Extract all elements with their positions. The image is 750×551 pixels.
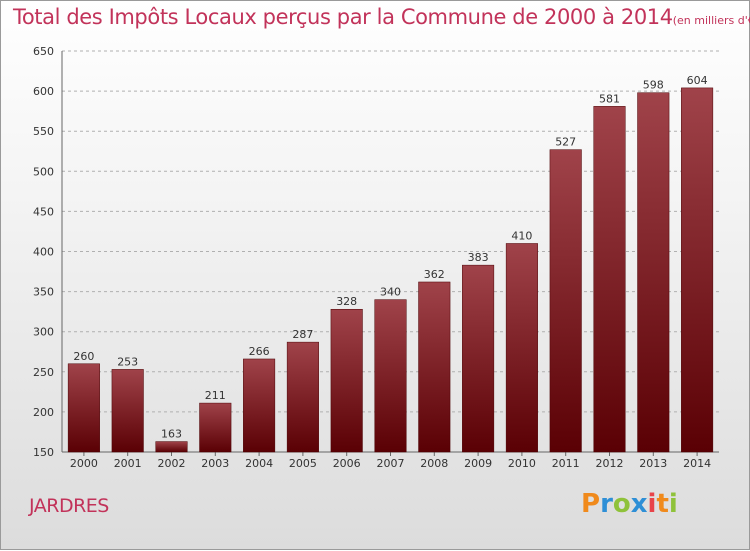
bar	[505, 243, 538, 453]
bar	[549, 149, 582, 453]
y-tick-label: 250	[33, 366, 54, 379]
x-tick-label: 2004	[245, 457, 273, 470]
bar-value-label: 604	[687, 74, 708, 87]
x-tick-label: 2000	[70, 457, 98, 470]
bar-value-label: 340	[380, 286, 401, 299]
bar	[462, 264, 495, 453]
x-tick-label: 2007	[377, 457, 405, 470]
x-tick-label: 2002	[158, 457, 186, 470]
bar-value-label: 260	[73, 350, 94, 363]
y-tick-label: 350	[33, 286, 54, 299]
x-tick-label: 2009	[464, 457, 492, 470]
bar	[243, 358, 276, 453]
bar	[67, 363, 100, 453]
y-tick-label: 650	[33, 45, 54, 58]
bar-value-label: 328	[336, 295, 357, 308]
y-tick-label: 300	[33, 326, 54, 339]
x-tick-label: 2001	[114, 457, 142, 470]
y-tick-label: 450	[33, 205, 54, 218]
chart-title-text: Total des Impôts Locaux perçus par la Co…	[13, 5, 673, 29]
bar	[374, 299, 407, 453]
x-tick-label: 2006	[333, 457, 361, 470]
x-tick-label: 2013	[639, 457, 667, 470]
y-tick-label: 150	[33, 446, 54, 459]
x-tick-label: 2003	[201, 457, 229, 470]
label-layer: 260 253 163 211 266 287 328 340 362 383 410 527 581 5…	[73, 74, 707, 441]
proxiti-logo: Proxiti	[581, 489, 678, 519]
bar-value-label: 527	[555, 136, 576, 149]
bar	[637, 92, 670, 453]
y-tick-label: 500	[33, 165, 54, 178]
x-tick-label: 2008	[420, 457, 448, 470]
bar	[681, 87, 714, 453]
bar	[593, 106, 626, 453]
chart-unit-note: (en milliers d'€)	[672, 14, 750, 27]
bar-value-label: 211	[205, 389, 226, 402]
bar	[111, 369, 144, 453]
x-tick-label: 2012	[596, 457, 624, 470]
bar-layer	[67, 87, 714, 453]
x-tick-label: 2014	[683, 457, 711, 470]
bar-value-label: 163	[161, 428, 182, 441]
bar-value-label: 287	[292, 328, 313, 341]
y-tick-label: 600	[33, 85, 54, 98]
commune-name: JARDRES	[29, 495, 109, 517]
x-tick-label: 2011	[552, 457, 580, 470]
bar-value-label: 410	[511, 229, 532, 242]
y-tick-label: 200	[33, 406, 54, 419]
x-tick-label: 2010	[508, 457, 536, 470]
bar	[330, 308, 363, 453]
axis-layer: 150 200 250 300 350 400 450 500 550 600 650 2000 200…	[33, 45, 719, 470]
chart-title: Total des Impôts Locaux perçus par la Co…	[13, 5, 750, 29]
bar-value-label: 383	[468, 251, 489, 264]
bar-value-label: 581	[599, 92, 620, 105]
bar	[286, 341, 319, 453]
bar-value-label: 362	[424, 268, 445, 281]
bar-value-label: 598	[643, 79, 664, 92]
bar-value-label: 266	[249, 345, 270, 358]
y-tick-label: 400	[33, 246, 54, 259]
bar-value-label: 253	[117, 355, 138, 368]
y-tick-label: 550	[33, 125, 54, 138]
bar	[155, 441, 188, 453]
bar	[418, 281, 451, 453]
x-tick-label: 2005	[289, 457, 317, 470]
bar	[199, 402, 232, 453]
